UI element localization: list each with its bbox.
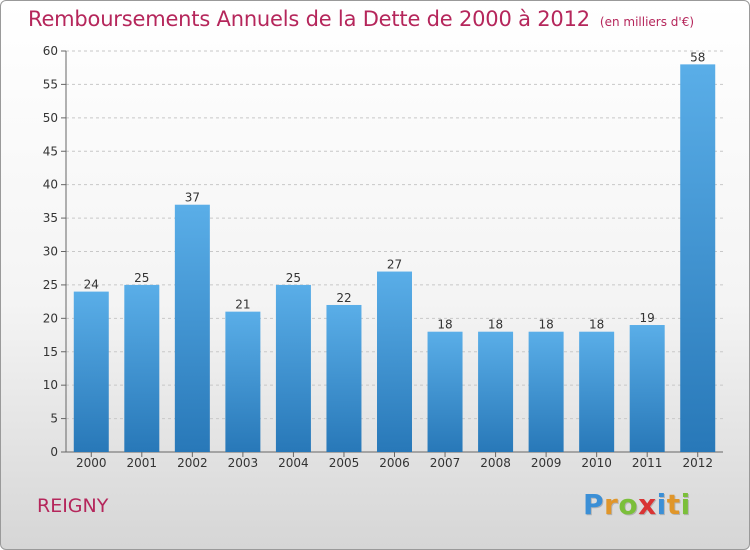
y-tick-label: 30 bbox=[43, 245, 58, 259]
bar-2005 bbox=[326, 304, 362, 452]
x-tick-label: 2009 bbox=[531, 456, 562, 470]
x-tick-label: 2000 bbox=[76, 456, 107, 470]
data-label: 58 bbox=[690, 50, 705, 64]
bar-2001 bbox=[124, 284, 160, 452]
logo-letter-5: t bbox=[666, 488, 681, 521]
x-tick-label: 2008 bbox=[480, 456, 511, 470]
x-tick-label: 2010 bbox=[581, 456, 612, 470]
chart-unit: (en milliers d'€) bbox=[599, 15, 695, 29]
x-tick-label: 2003 bbox=[228, 456, 259, 470]
logo-letter-1: r bbox=[604, 488, 619, 521]
y-tick-label: 45 bbox=[43, 144, 58, 158]
data-label: 25 bbox=[286, 271, 301, 285]
logo-letter-3: x bbox=[638, 488, 657, 521]
data-label: 24 bbox=[84, 278, 99, 292]
y-tick-label: 55 bbox=[43, 77, 58, 91]
bar-2000 bbox=[73, 291, 109, 452]
y-tick-label: 5 bbox=[50, 412, 58, 426]
data-label: 27 bbox=[387, 258, 402, 272]
x-tick-label: 2002 bbox=[177, 456, 208, 470]
data-label: 21 bbox=[235, 298, 250, 312]
logo-letter-4: i bbox=[656, 488, 667, 521]
bar-2002 bbox=[174, 204, 210, 452]
x-tick-label: 2005 bbox=[329, 456, 360, 470]
y-tick-label: 0 bbox=[50, 445, 58, 459]
y-tick-label: 40 bbox=[43, 178, 58, 192]
data-label: 18 bbox=[488, 318, 503, 332]
chart-title-text: Remboursements Annuels de la Dette de 20… bbox=[28, 7, 590, 31]
logo-letter-0: P bbox=[583, 488, 605, 521]
bar-2011 bbox=[629, 325, 665, 452]
x-tick-label: 2012 bbox=[682, 456, 713, 470]
bar-2010 bbox=[579, 331, 615, 452]
y-tick-label: 15 bbox=[43, 345, 58, 359]
x-tick-label: 2011 bbox=[632, 456, 663, 470]
data-label: 19 bbox=[640, 311, 655, 325]
bars bbox=[73, 64, 716, 452]
x-tick-label: 2007 bbox=[430, 456, 461, 470]
logo-letter-6: i bbox=[680, 488, 691, 521]
y-tick-label: 50 bbox=[43, 111, 58, 125]
x-tick-label: 2004 bbox=[278, 456, 309, 470]
bar-2008 bbox=[478, 331, 514, 452]
proxiti-logo[interactable]: Proxiti bbox=[583, 488, 691, 521]
logo-letter-2: o bbox=[618, 488, 639, 521]
labels: 2000 24 2001 25 2002 37 2003 21 2004 25 2005 22 2006… bbox=[76, 50, 713, 470]
data-label: 18 bbox=[589, 318, 604, 332]
y-tick-label: 35 bbox=[43, 211, 58, 225]
bar-2012 bbox=[680, 64, 716, 452]
data-label: 37 bbox=[185, 191, 200, 205]
y-tick-label: 25 bbox=[43, 278, 58, 292]
bar-2006 bbox=[377, 271, 412, 452]
bar-2009 bbox=[528, 331, 564, 452]
bar-2007 bbox=[427, 331, 463, 452]
bar-2003 bbox=[225, 311, 261, 452]
data-label: 18 bbox=[538, 318, 553, 332]
y-tick-label: 20 bbox=[43, 311, 58, 325]
y-tick-label: 60 bbox=[43, 44, 58, 58]
x-tick-label: 2006 bbox=[379, 456, 410, 470]
chart-title: Remboursements Annuels de la Dette de 20… bbox=[28, 7, 694, 31]
data-label: 25 bbox=[134, 271, 149, 285]
x-tick-label: 2001 bbox=[127, 456, 158, 470]
bar-2004 bbox=[275, 284, 311, 452]
data-label: 18 bbox=[437, 318, 452, 332]
data-label: 22 bbox=[336, 291, 351, 305]
y-tick-label: 10 bbox=[43, 378, 58, 392]
town-name: REIGNY bbox=[37, 495, 109, 517]
